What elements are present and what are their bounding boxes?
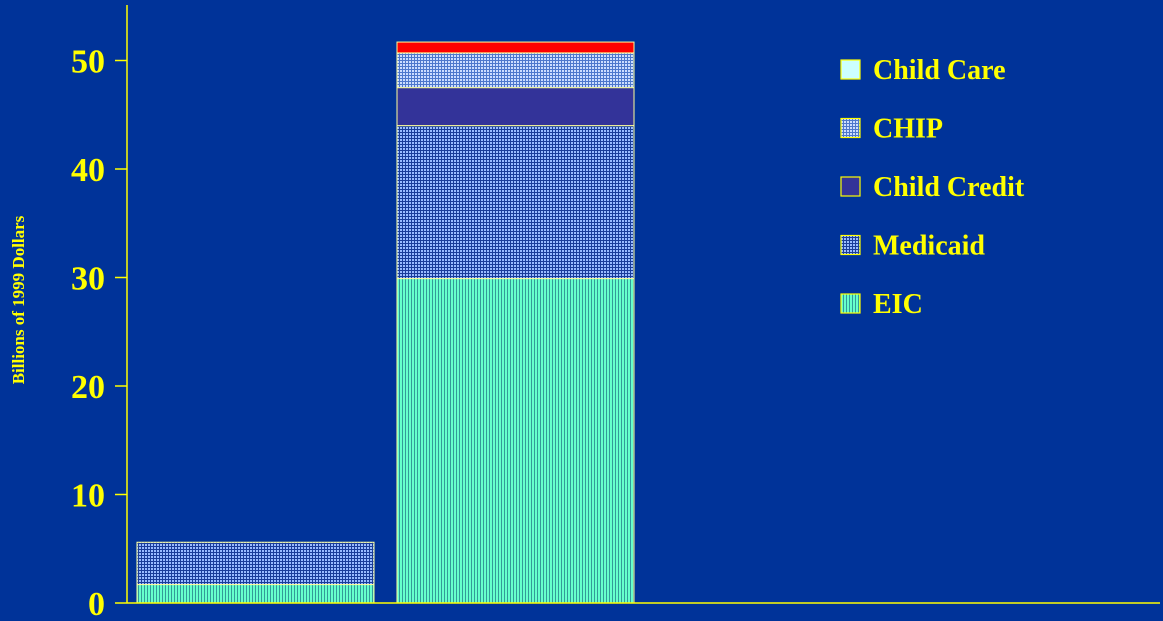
legend-item-chip: CHIP (840, 114, 943, 145)
bar-segment-eic (396, 278, 635, 604)
bars (136, 41, 635, 604)
legend-swatch (840, 59, 861, 80)
y-tick-label: 40 (71, 152, 105, 189)
y-tick-label: 20 (71, 369, 105, 406)
legend-swatch (840, 117, 861, 139)
legend-item-medicaid: Medicaid (840, 231, 985, 262)
legend-item-child-care: Child Care (840, 55, 1006, 86)
y-axis-title: Billions of 1999 Dollars (9, 215, 28, 384)
y-tick-label: 30 (71, 261, 105, 298)
bar-segment-chip (396, 52, 635, 89)
bar-segment-medicaid (396, 125, 635, 280)
legend-label: Child Credit (873, 172, 1025, 203)
y-axis-ticks: 0 10 20 30 40 50 (71, 44, 127, 621)
legend-swatch (840, 293, 861, 314)
bar-segment-medicaid (136, 541, 375, 586)
legend-item-child-credit: Child Credit (840, 172, 1025, 203)
legend-label: EIC (873, 289, 923, 320)
bar-segment-eic (136, 584, 375, 604)
bar-segment-child-credit (396, 87, 635, 127)
y-tick-label: 0 (88, 586, 105, 621)
plot-area: Billions of 1999 Dollars 0 10 20 30 40 50 Chi… (9, 5, 1160, 621)
legend-item-eic: EIC (840, 289, 923, 320)
legend-label: Child Care (873, 55, 1006, 86)
y-tick-label: 50 (71, 44, 105, 81)
y-tick-label: 10 (71, 478, 105, 515)
bar-segment-child-care (396, 41, 635, 54)
legend: Child Care CHIP Child Credit Medicaid EIC (840, 55, 1025, 320)
legend-label: Medicaid (873, 231, 985, 262)
legend-label: CHIP (873, 114, 943, 145)
legend-swatch (840, 234, 861, 256)
legend-swatch (840, 176, 861, 197)
